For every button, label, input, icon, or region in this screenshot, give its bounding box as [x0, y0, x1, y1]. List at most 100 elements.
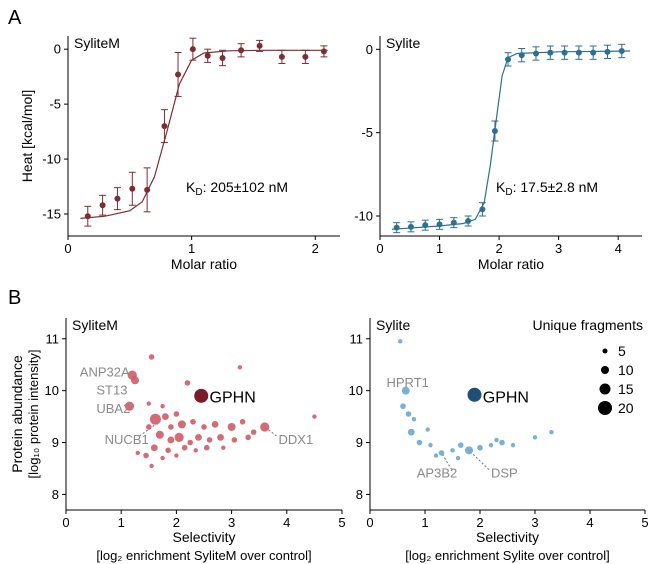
legend-title: Unique fragments	[532, 317, 643, 333]
y-tick-label: -5	[361, 125, 373, 140]
chart-title: SyliteM	[74, 35, 120, 51]
data-point	[411, 416, 417, 422]
y-tick-label: -10	[42, 152, 61, 167]
data-point	[479, 206, 486, 213]
data-point	[173, 411, 180, 417]
data-point	[204, 52, 211, 59]
data-point	[450, 448, 455, 453]
y-tick-label: 9	[356, 435, 363, 450]
legend-label: 15	[618, 381, 634, 397]
data-point	[227, 422, 236, 431]
data-point	[150, 444, 158, 452]
data-point	[590, 49, 597, 56]
data-point	[561, 49, 568, 56]
fit-curve	[391, 50, 631, 230]
legend-marker	[601, 366, 609, 374]
data-point	[436, 221, 443, 228]
data-point	[217, 433, 224, 441]
data-point	[320, 48, 327, 55]
x-tick-label: 2	[312, 241, 319, 256]
data-point	[505, 56, 512, 63]
data-point	[549, 429, 554, 435]
data-point	[422, 222, 429, 229]
legend-label: 20	[618, 400, 634, 416]
data-point	[187, 439, 193, 446]
y-tick-label: -15	[42, 207, 61, 222]
label-leader	[441, 452, 453, 470]
protein-label: ANP32A	[80, 364, 130, 379]
data-point	[604, 48, 611, 55]
x-axis-label: Selectivity	[172, 529, 235, 545]
data-point	[219, 54, 226, 61]
y-tick-label: 11	[46, 331, 60, 346]
data-point	[211, 420, 219, 428]
data-point	[575, 49, 582, 56]
data-point	[195, 433, 202, 441]
x-tick-label: 4	[586, 515, 593, 530]
data-point	[184, 380, 191, 386]
data-point	[174, 432, 184, 442]
protein-label: UBA2	[96, 401, 130, 416]
x-tick-label: 3	[531, 515, 538, 530]
data-point	[467, 387, 482, 402]
y-axis-label-secondary: [log₁₀ protein intensity]	[26, 349, 41, 478]
chart-title: Sylite	[376, 317, 410, 333]
y-tick-label: 10	[45, 383, 59, 398]
x-tick-label: 0	[64, 241, 71, 256]
data-point	[231, 437, 238, 443]
data-point	[177, 420, 186, 429]
data-point	[510, 442, 516, 448]
protein-label: DDX1	[279, 432, 314, 447]
y-tick-label: 0	[54, 42, 61, 57]
data-point	[433, 453, 439, 458]
data-point	[206, 437, 213, 443]
data-point	[161, 413, 169, 420]
data-point	[398, 339, 403, 344]
x-axis-label-secondary: [log₂ enrichment SyliteM over control]	[96, 548, 311, 563]
data-point	[201, 424, 207, 430]
data-point	[238, 47, 245, 54]
data-point	[260, 422, 270, 432]
data-point	[465, 218, 472, 224]
data-point	[131, 376, 139, 385]
panel-label-b: B	[8, 287, 21, 309]
x-tick-label: 4	[615, 241, 622, 256]
data-point	[129, 185, 136, 192]
y-tick-label: 0	[366, 42, 373, 57]
data-point	[457, 442, 464, 448]
data-point	[312, 414, 317, 419]
legend-marker	[599, 383, 611, 395]
data-point	[278, 53, 285, 60]
panel-label-a: A	[8, 7, 22, 29]
data-point	[488, 442, 494, 448]
x-tick-label: 1	[421, 515, 428, 530]
protein-label: HPRT1	[387, 375, 429, 390]
data-point	[160, 455, 165, 461]
itc-chart-sylite: 0 1 2 3 4 0 -5 -10 Sylite KD: 17.5±2.8 nM Molar ra…	[354, 35, 642, 272]
data-point	[155, 430, 164, 439]
x-tick-label: 2	[173, 515, 180, 530]
x-tick-label: 3	[228, 515, 235, 530]
data-point	[194, 388, 209, 403]
data-point	[499, 439, 505, 446]
data-point	[190, 418, 196, 425]
data-point	[491, 128, 498, 134]
data-point	[237, 365, 243, 370]
data-point	[189, 46, 196, 53]
data-point	[175, 71, 182, 78]
x-axis-label: Molar ratio	[478, 256, 544, 272]
data-point	[168, 424, 174, 430]
data-point	[193, 448, 198, 453]
protein-label: NUCB1	[105, 432, 149, 447]
x-tick-label: 1	[436, 241, 443, 256]
x-tick-label: 3	[555, 241, 562, 256]
x-tick-label: 1	[188, 241, 195, 256]
data-point	[181, 444, 188, 451]
data-point	[405, 411, 412, 417]
data-point	[221, 445, 226, 450]
label-leader	[139, 423, 156, 437]
data-point	[533, 50, 540, 57]
data-point	[148, 354, 155, 360]
data-point	[393, 224, 400, 231]
